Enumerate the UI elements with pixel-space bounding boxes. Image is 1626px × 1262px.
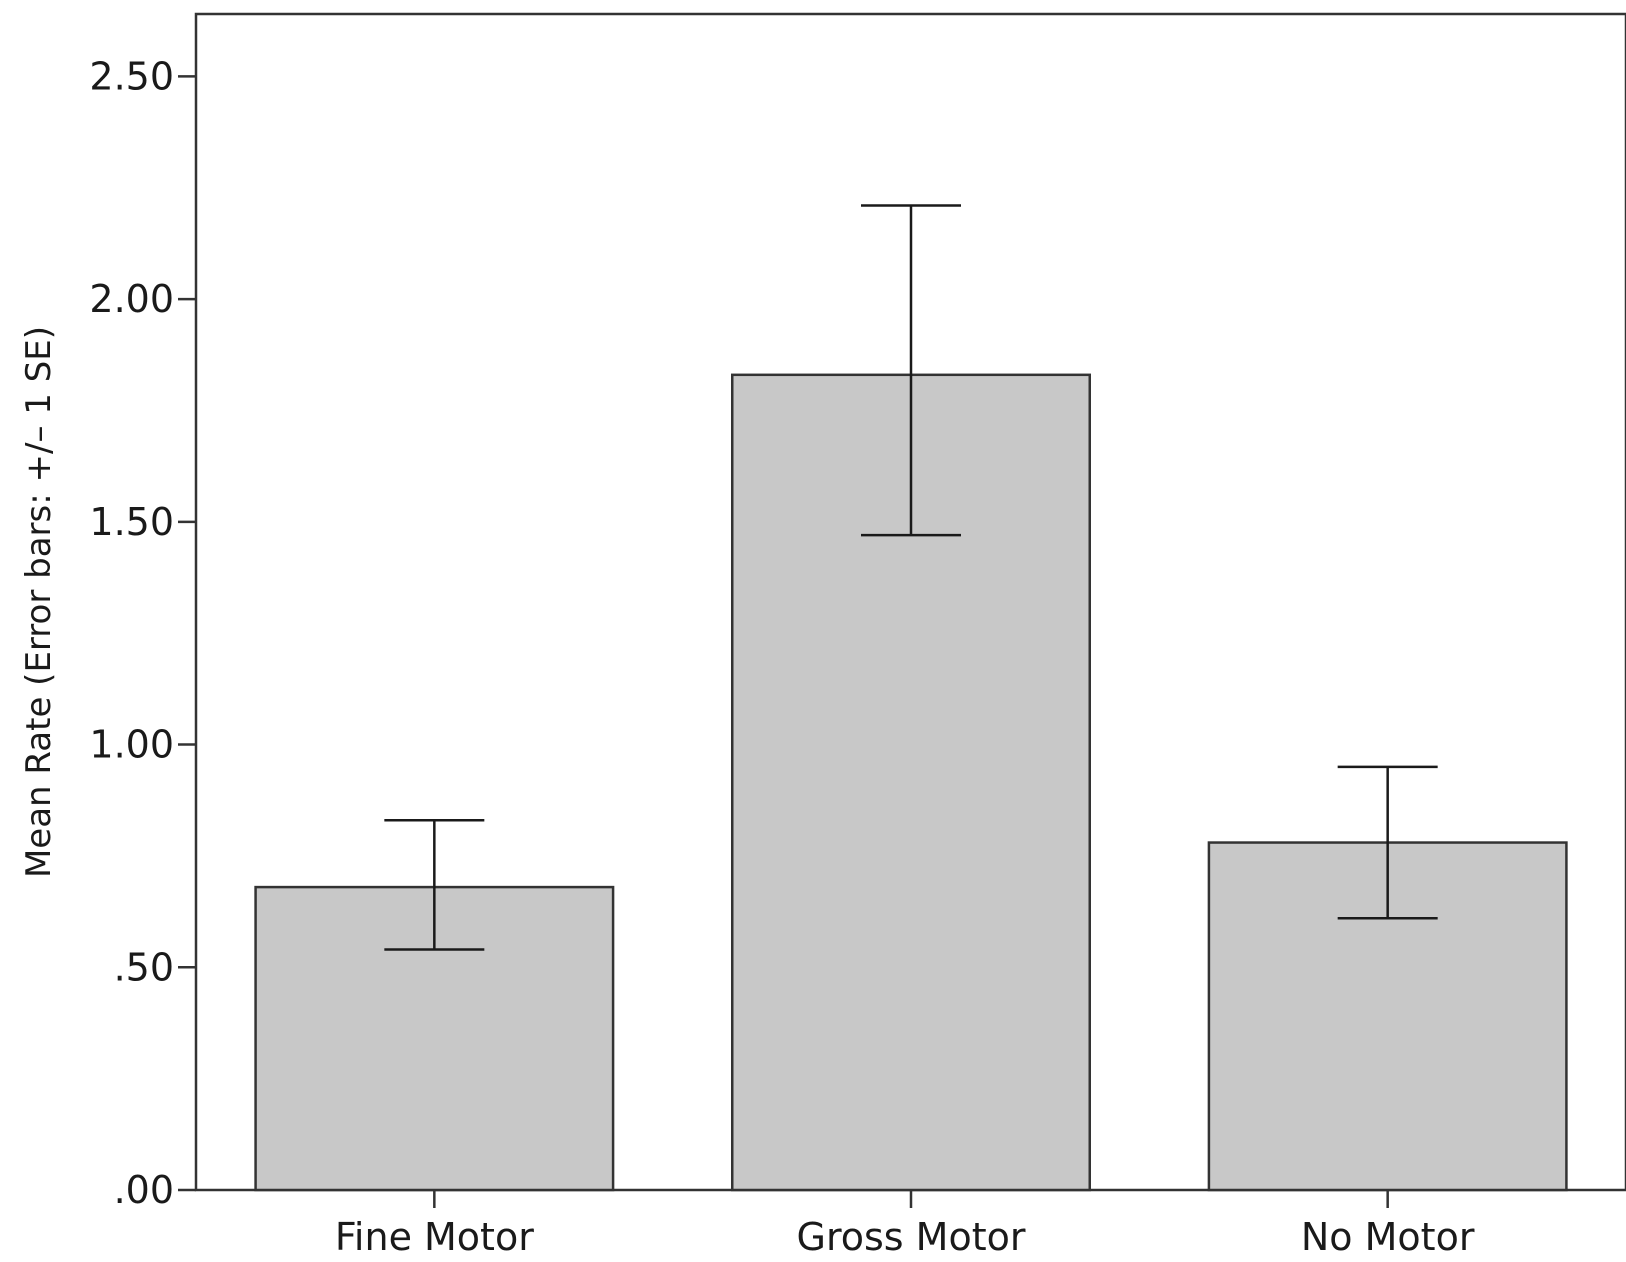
y-tick-label: 1.00 [89,723,174,767]
y-tick-label: 2.50 [89,54,174,98]
y-tick-label: .50 [114,945,174,989]
y-tick-label: .00 [114,1168,174,1212]
y-axis-title: Mean Rate (Error bars: +/– 1 SE) [19,326,59,878]
y-tick-label: 2.00 [89,277,174,321]
y-tick-label: 1.50 [89,500,174,544]
x-category-label: Fine Motor [335,1215,534,1259]
x-category-label: Gross Motor [797,1215,1026,1259]
x-category-label: No Motor [1301,1215,1475,1259]
